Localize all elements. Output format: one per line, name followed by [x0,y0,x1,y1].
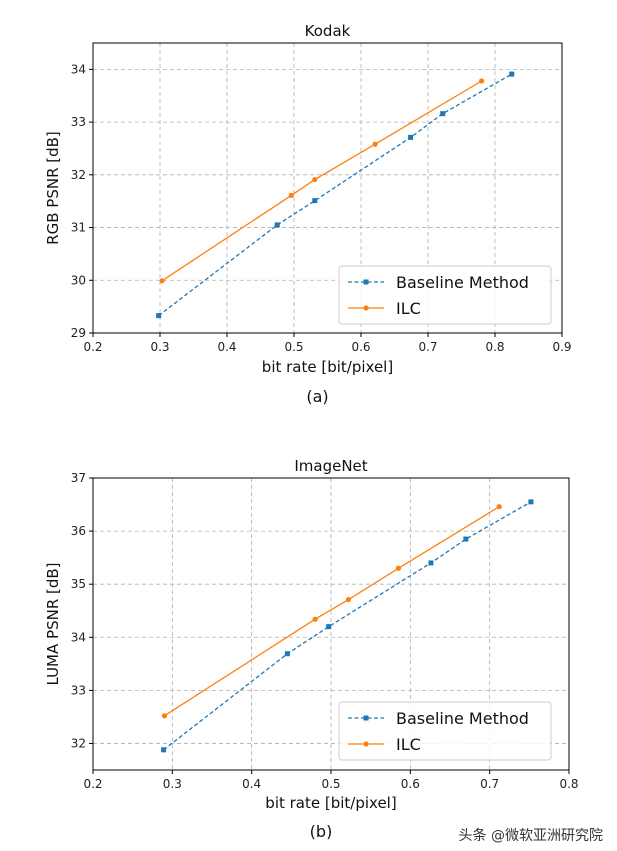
figure-caption: (b) [310,822,333,841]
data-point-ilc [479,78,485,84]
data-point-baseline [312,198,318,204]
legend-label: ILC [396,299,421,318]
data-point-ilc [345,596,352,603]
y-tick-label: 30 [71,273,86,287]
legend: Baseline Method ILC [338,265,552,325]
x-tick-label: 0.6 [401,777,420,791]
y-tick-label: 31 [71,221,86,235]
legend-marker-ilc [363,741,369,747]
data-point-ilc [312,616,318,622]
data-point-ilc [395,565,402,571]
y-tick-label: 33 [71,115,86,129]
x-tick-label: 0.5 [321,777,340,791]
x-tick-label: 0.2 [83,340,102,354]
data-point-ilc [372,141,378,147]
y-axis-label: LUMA PSNR [dB] [44,562,62,685]
y-tick-label: 36 [71,524,86,538]
x-tick-label: 0.7 [418,340,437,354]
legend-marker-ilc [363,305,369,311]
x-tick-label: 0.9 [552,340,571,354]
legend: Baseline Method ILC [338,701,552,761]
x-axis-label: bit rate [bit/pixel] [265,794,396,812]
legend-label: Baseline Method [396,273,529,292]
data-point-ilc [161,713,167,719]
y-tick-label: 35 [71,577,86,591]
figure-caption: (a) [306,387,328,406]
series-line-baseline [158,73,513,317]
y-tick-label: 33 [71,683,86,697]
data-point-baseline [274,222,280,228]
legend-box [338,265,552,325]
x-axis-label: bit rate [bit/pixel] [262,358,393,376]
legend-label: Baseline Method [396,709,529,728]
data-point-ilc [288,192,294,198]
plot-frame [92,42,563,334]
data-point-baseline [156,313,162,319]
x-tick-label: 0.3 [163,777,182,791]
y-axis-label: RGB PSNR [dB] [44,131,62,245]
y-tick-label: 32 [71,168,86,182]
y-tick-label: 34 [71,630,86,644]
legend-box [338,701,552,761]
data-point-baseline [161,747,167,753]
data-point-ilc [159,278,165,284]
data-point-baseline [509,71,515,77]
x-tick-label: 0.3 [150,340,169,354]
data-point-baseline [284,651,290,657]
y-tick-label: 29 [71,326,86,340]
data-point-baseline [326,624,332,630]
legend-label: ILC [396,735,421,754]
chart-panel-2: 0.2 0.3 0.4 0.5 0.6 0.7 0.8 32 33 34 35 36 37 ImageNe… [44,457,579,841]
x-tick-label: 0.8 [485,340,504,354]
data-point-baseline [528,499,534,505]
series-line-ilc [161,80,482,282]
x-tick-label: 0.7 [480,777,499,791]
data-point-baseline [463,536,469,542]
legend-marker-baseline [363,279,369,285]
data-point-baseline [408,134,414,140]
x-tick-label: 0.5 [284,340,303,354]
y-tick-label: 34 [71,62,86,76]
chart-title: ImageNet [294,457,367,475]
y-tick-label: 37 [71,471,86,485]
x-tick-label: 0.8 [559,777,578,791]
data-point-baseline [428,560,434,566]
data-point-ilc [312,176,318,183]
chart-title: Kodak [305,22,351,40]
x-tick-label: 0.4 [217,340,236,354]
series-line-ilc [164,506,500,717]
y-tick-label: 32 [71,736,86,750]
data-point-baseline [440,111,446,117]
chart-panel-1: 0.2 0.3 0.4 0.5 0.6 0.7 0.8 0.9 29 30 31 32 33 34 Koda… [44,22,572,406]
data-point-ilc [496,504,502,510]
x-tick-label: 0.2 [83,777,102,791]
x-tick-label: 0.4 [242,777,261,791]
watermark-text: 头条 @微软亚洲研究院 [459,827,603,844]
legend-marker-baseline [363,715,369,721]
x-tick-label: 0.6 [351,340,370,354]
series-line-baseline [163,501,532,751]
